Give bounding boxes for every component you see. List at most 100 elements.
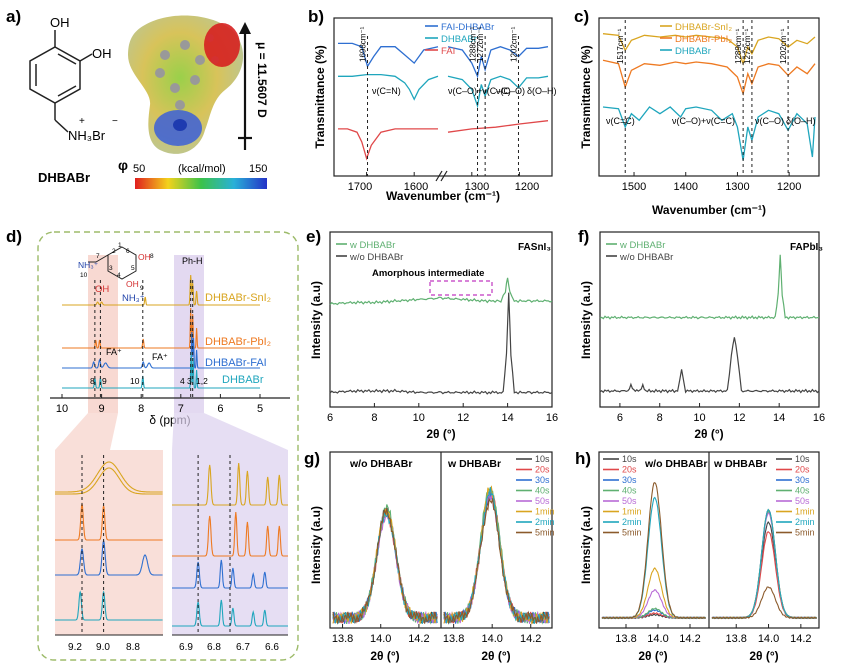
legend-entry: 5min bbox=[795, 528, 815, 538]
legend-entry: 10s bbox=[535, 454, 550, 464]
nmr-atom-number: 9 bbox=[140, 285, 144, 292]
peak-label: 1288cm⁻¹ bbox=[469, 26, 478, 62]
y-axis-label-f: Intensity (a.u) bbox=[579, 281, 593, 359]
series-b bbox=[338, 42, 549, 161]
mode-label: ν(C=N) bbox=[372, 86, 401, 96]
peak-label: 1289cm⁻¹ bbox=[734, 28, 743, 64]
mode-label: δ(O–H) bbox=[786, 116, 816, 126]
x-tick: 14.2 bbox=[520, 633, 541, 645]
nmr-inset-trace bbox=[55, 590, 163, 621]
x-tick: 1200 bbox=[515, 181, 539, 193]
x-tick: 14.0 bbox=[481, 633, 502, 645]
inset-tick: 6.6 bbox=[265, 642, 279, 653]
nmr-inset-trace bbox=[55, 539, 163, 576]
zoom-connector-left bbox=[55, 413, 118, 450]
legend-c: DHBABr-SnI₂ DHBABr-PbI₂ DHBABr bbox=[660, 22, 732, 57]
trace-label: DHBABr bbox=[222, 374, 264, 386]
x-tick: 14.0 bbox=[370, 633, 391, 645]
series-line bbox=[443, 488, 550, 625]
carbon-atom bbox=[175, 100, 185, 110]
subpanel-title: w/o DHBABr bbox=[349, 458, 412, 470]
plot-frame-e bbox=[329, 231, 553, 408]
legend-entry: 40s bbox=[795, 486, 810, 496]
series-line bbox=[329, 277, 553, 306]
series-g bbox=[332, 485, 550, 625]
x-tick: 5 bbox=[257, 403, 263, 415]
legend-entry: 5min bbox=[622, 528, 642, 538]
nmr-inset-traces bbox=[55, 455, 288, 635]
x-tick: 14.0 bbox=[647, 633, 668, 645]
nmr-atom-number: 4 bbox=[117, 272, 121, 279]
nmr-dashed-box bbox=[37, 231, 299, 661]
inset-tick: 6.9 bbox=[179, 642, 193, 653]
x-ticks-g: 13.8 13.8 14.0 14.0 14.2 14.2 bbox=[332, 624, 541, 645]
series-f bbox=[599, 254, 820, 394]
nmr-annotation: FA⁺ bbox=[152, 352, 168, 362]
legend-entry: 30s bbox=[535, 475, 550, 485]
legend-entry: 10s bbox=[622, 454, 637, 464]
nmr-annotation: Ph-H bbox=[182, 256, 203, 266]
x-axis-label-h-right: 2θ (°) bbox=[749, 649, 778, 663]
panel-label-g: g) bbox=[304, 449, 320, 468]
nmr-inset-trace bbox=[172, 511, 288, 557]
trace-label: DHBABr-SnI₂ bbox=[205, 292, 271, 304]
peak-label: 1202cm⁻¹ bbox=[509, 26, 518, 62]
x-axis-label-g-right: 2θ (°) bbox=[481, 649, 510, 663]
inset-tick: 6.7 bbox=[236, 642, 250, 653]
legend-entry: 50s bbox=[795, 496, 810, 506]
nh3br-label: NH₃Br bbox=[68, 128, 106, 143]
series-line bbox=[332, 512, 438, 624]
legend-entry: DHBABr-SnI₂ bbox=[675, 22, 732, 33]
legend-entry: 2min bbox=[535, 517, 555, 527]
legend-entry: w DHBABr bbox=[349, 240, 395, 251]
x-tick: 16 bbox=[546, 412, 558, 424]
nmr-struct-label: OH bbox=[138, 252, 151, 262]
series-line bbox=[338, 73, 439, 101]
legend-e: w DHBABr w/o DHBABr bbox=[336, 240, 403, 263]
oxygen-atom bbox=[211, 56, 219, 64]
subpanel-title: w DHBABr bbox=[713, 458, 767, 470]
nmr-struct-label: NH₃⁺ bbox=[78, 260, 99, 270]
series-h bbox=[601, 482, 818, 620]
x-tick: 14 bbox=[773, 412, 785, 424]
benzene-ring bbox=[29, 46, 81, 104]
series-line bbox=[599, 337, 820, 394]
x-axis-label-g-left: 2θ (°) bbox=[370, 649, 399, 663]
panel-g: g) Intensity (a.u) 2θ (°) 2θ (°) w/o DHB… bbox=[304, 449, 555, 663]
nmr-x-ticks: 10 9 8 7 6 5 bbox=[56, 394, 263, 415]
y-axis-label-b: Transmittance (%) bbox=[313, 45, 327, 148]
nmr-molecule bbox=[88, 246, 137, 280]
series-line bbox=[332, 508, 438, 624]
mode-label: ν(C–O) bbox=[755, 116, 784, 126]
carbon-atom bbox=[180, 40, 190, 50]
oh-label-1: OH bbox=[50, 15, 70, 30]
panel-f: f) Intensity (a.u) 2θ (°) 6 8 10 12 14 16 FAP… bbox=[578, 227, 825, 441]
y-axis-label-c: Transmittance (%) bbox=[579, 45, 593, 148]
series-line bbox=[332, 508, 438, 624]
legend-f: w DHBABr w/o DHBABr bbox=[606, 240, 673, 263]
nmr-atom-number: 2 bbox=[112, 248, 116, 255]
x-tick: 13.8 bbox=[443, 633, 464, 645]
panel-b: b) Transmittance (%) Wavenumber (cm⁻¹) 1… bbox=[308, 7, 557, 203]
nmr-atom-number: 1 bbox=[118, 242, 122, 249]
legend-entry: 20s bbox=[795, 465, 810, 475]
panel-e: e) Intensity (a.u) 2θ (°) 6 8 10 12 14 16 Amo… bbox=[306, 227, 558, 441]
nmr-annotation: 10 bbox=[130, 376, 140, 386]
nmr-annotation: 1,2 bbox=[196, 376, 208, 386]
dipole-moment: μ = 11.5607 D bbox=[255, 42, 269, 118]
x-tick: 14.2 bbox=[790, 633, 811, 645]
series-line bbox=[711, 586, 817, 620]
y-axis-label-g: Intensity (a.u) bbox=[309, 506, 323, 584]
x-ticks-c: 1500 1400 1300 1200 bbox=[622, 172, 801, 193]
nmr-atom-number: 8 bbox=[150, 253, 154, 260]
esp-surface bbox=[128, 15, 244, 154]
panel-h: h) Intensity (a.u) 2θ (°) 2θ (°) w/o DHB… bbox=[575, 449, 820, 663]
panel-label-d: d) bbox=[6, 227, 22, 246]
nmr-atom-number: 3 bbox=[109, 265, 113, 272]
legend-entry: DHBABr bbox=[441, 34, 477, 45]
series-line bbox=[332, 507, 438, 625]
peak-markers-c: 1517cm⁻¹ 1289cm⁻¹ 1272cm⁻¹ 1202cm⁻¹ ν(C=C) ν(… bbox=[606, 20, 816, 176]
nmr-atom-number: 10 bbox=[80, 272, 88, 279]
